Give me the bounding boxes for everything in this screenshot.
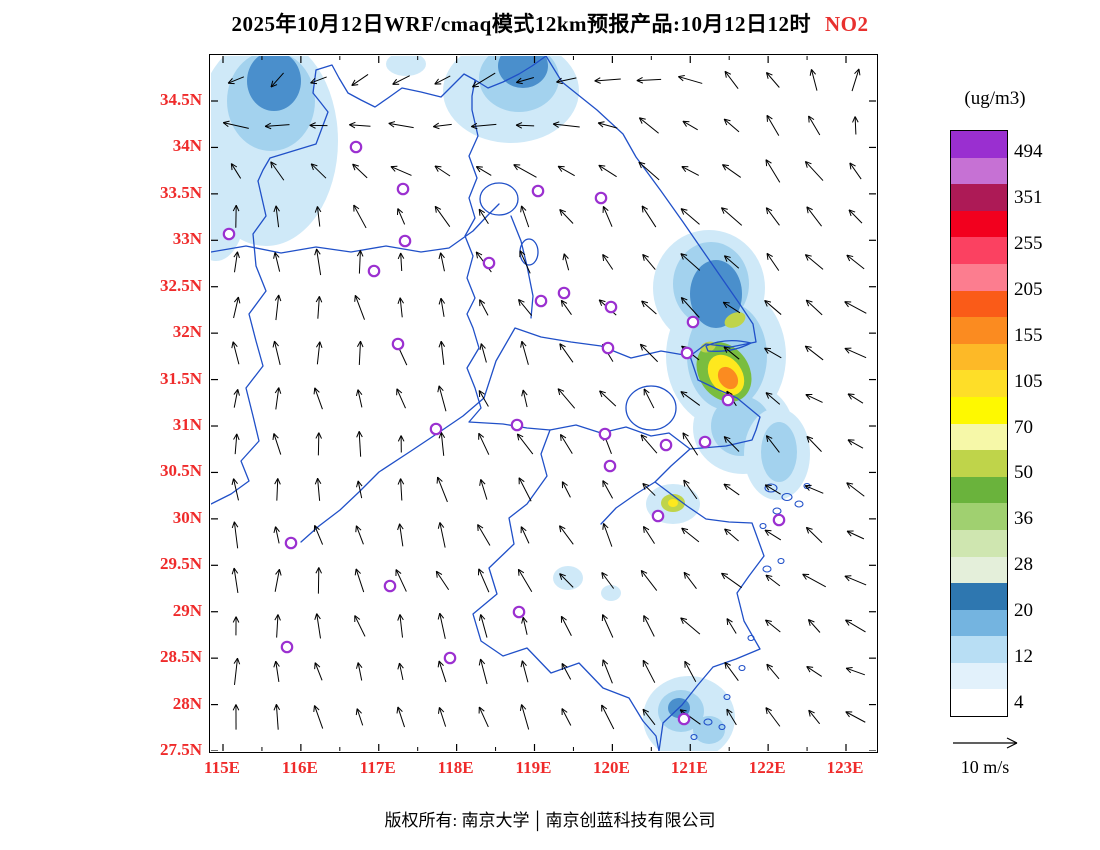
page-title: 2025年10月12日WRF/cmaq模式12km预报产品:10月12日12时 N… (0, 8, 1100, 38)
lat-label: 28.5N (159, 647, 202, 667)
legend-value-label: 28 (1014, 554, 1033, 576)
lon-label: 115E (204, 758, 240, 777)
wind-scale-label: 10 m/s (960, 757, 1010, 777)
lat-label: 31.5N (159, 368, 202, 388)
lat-label: 34.5N (159, 90, 202, 109)
legend-value-label: 4 (1014, 692, 1024, 714)
legend-value-label: 255 (1014, 232, 1043, 254)
legend-color-cell (951, 689, 1007, 717)
lat-label: 28N (172, 693, 202, 713)
forecast-map (211, 56, 876, 751)
legend-color-cell (951, 237, 1007, 264)
lat-label: 33.5N (159, 182, 202, 202)
lat-label: 29N (172, 600, 202, 620)
lon-label: 123E (826, 758, 864, 777)
wind-scale: 10 m/s (942, 734, 1028, 778)
legend-value-label: 20 (1014, 600, 1033, 622)
legend-value-label: 70 (1014, 416, 1033, 438)
footer-owner: 版权所有: 南京大学 (384, 811, 530, 830)
legend-color-cell (951, 476, 1007, 504)
lat-label: 32N (172, 322, 202, 342)
legend-color-cell (951, 396, 1007, 424)
legend-color-cell (951, 290, 1007, 318)
lon-label: 116E (281, 758, 318, 777)
legend-color-cell (951, 210, 1007, 238)
legend-unit-label: (ug/m3) (964, 88, 1026, 109)
legend-color-cell (951, 423, 1007, 451)
legend-color-cell (951, 556, 1007, 584)
lat-label: 31N (172, 415, 202, 434)
legend-color-cell (951, 662, 1007, 690)
legend-color-cell (951, 317, 1007, 344)
lon-label: 117E (359, 758, 396, 777)
legend-value-label: 105 (1014, 370, 1043, 392)
wind-scale-arrow-icon (953, 737, 1018, 749)
legend-value-label: 155 (1014, 324, 1043, 346)
legend-color-cell (951, 636, 1007, 663)
lon-label: 121E (670, 758, 708, 777)
legend-color-cell (951, 157, 1007, 185)
map-frame (209, 54, 878, 753)
copyright-footer: 版权所有: 南京大学 │ 南京创蓝科技有限公司 (0, 806, 1100, 831)
lat-label: 30.5N (159, 461, 202, 481)
lat-label: 27.5N (159, 740, 202, 760)
legend-color-cell (951, 131, 1007, 158)
legend-value-label: 36 (1014, 508, 1033, 530)
lon-label: 118E (437, 758, 474, 777)
title-text: 2025年10月12日WRF/cmaq模式12km预报产品:10月12日12时 (231, 12, 811, 36)
footer-divider: │ (531, 811, 544, 830)
pollutant-label: NO2 (825, 12, 869, 36)
legend-colorbar (950, 130, 1008, 717)
legend-color-cell (951, 503, 1007, 530)
lat-label: 32.5N (159, 275, 202, 295)
legend-value-label: 50 (1014, 462, 1033, 484)
legend-value-label: 351 (1014, 186, 1043, 208)
legend-color-cell (951, 609, 1007, 637)
legend-value-label: 494 (1014, 141, 1043, 162)
legend-color-cell (951, 450, 1007, 477)
legend-value-label: 12 (1014, 646, 1033, 668)
lon-label: 119E (515, 758, 552, 777)
legend-color-cell (951, 583, 1007, 610)
legend-color-cell (951, 184, 1007, 211)
lon-label: 122E (748, 758, 786, 777)
legend-color-cell (951, 263, 1007, 291)
lat-label: 30N (172, 507, 202, 527)
footer-company: 南京创蓝科技有限公司 (545, 811, 716, 830)
legend-color-cell (951, 343, 1007, 371)
lat-label: 33N (172, 229, 202, 249)
legend-color-cell (951, 370, 1007, 397)
legend-color-cell (951, 529, 1007, 557)
lon-label: 120E (592, 758, 630, 777)
lat-label: 34N (172, 136, 202, 156)
legend-value-label: 205 (1014, 278, 1043, 300)
lat-label: 29.5N (159, 554, 202, 574)
